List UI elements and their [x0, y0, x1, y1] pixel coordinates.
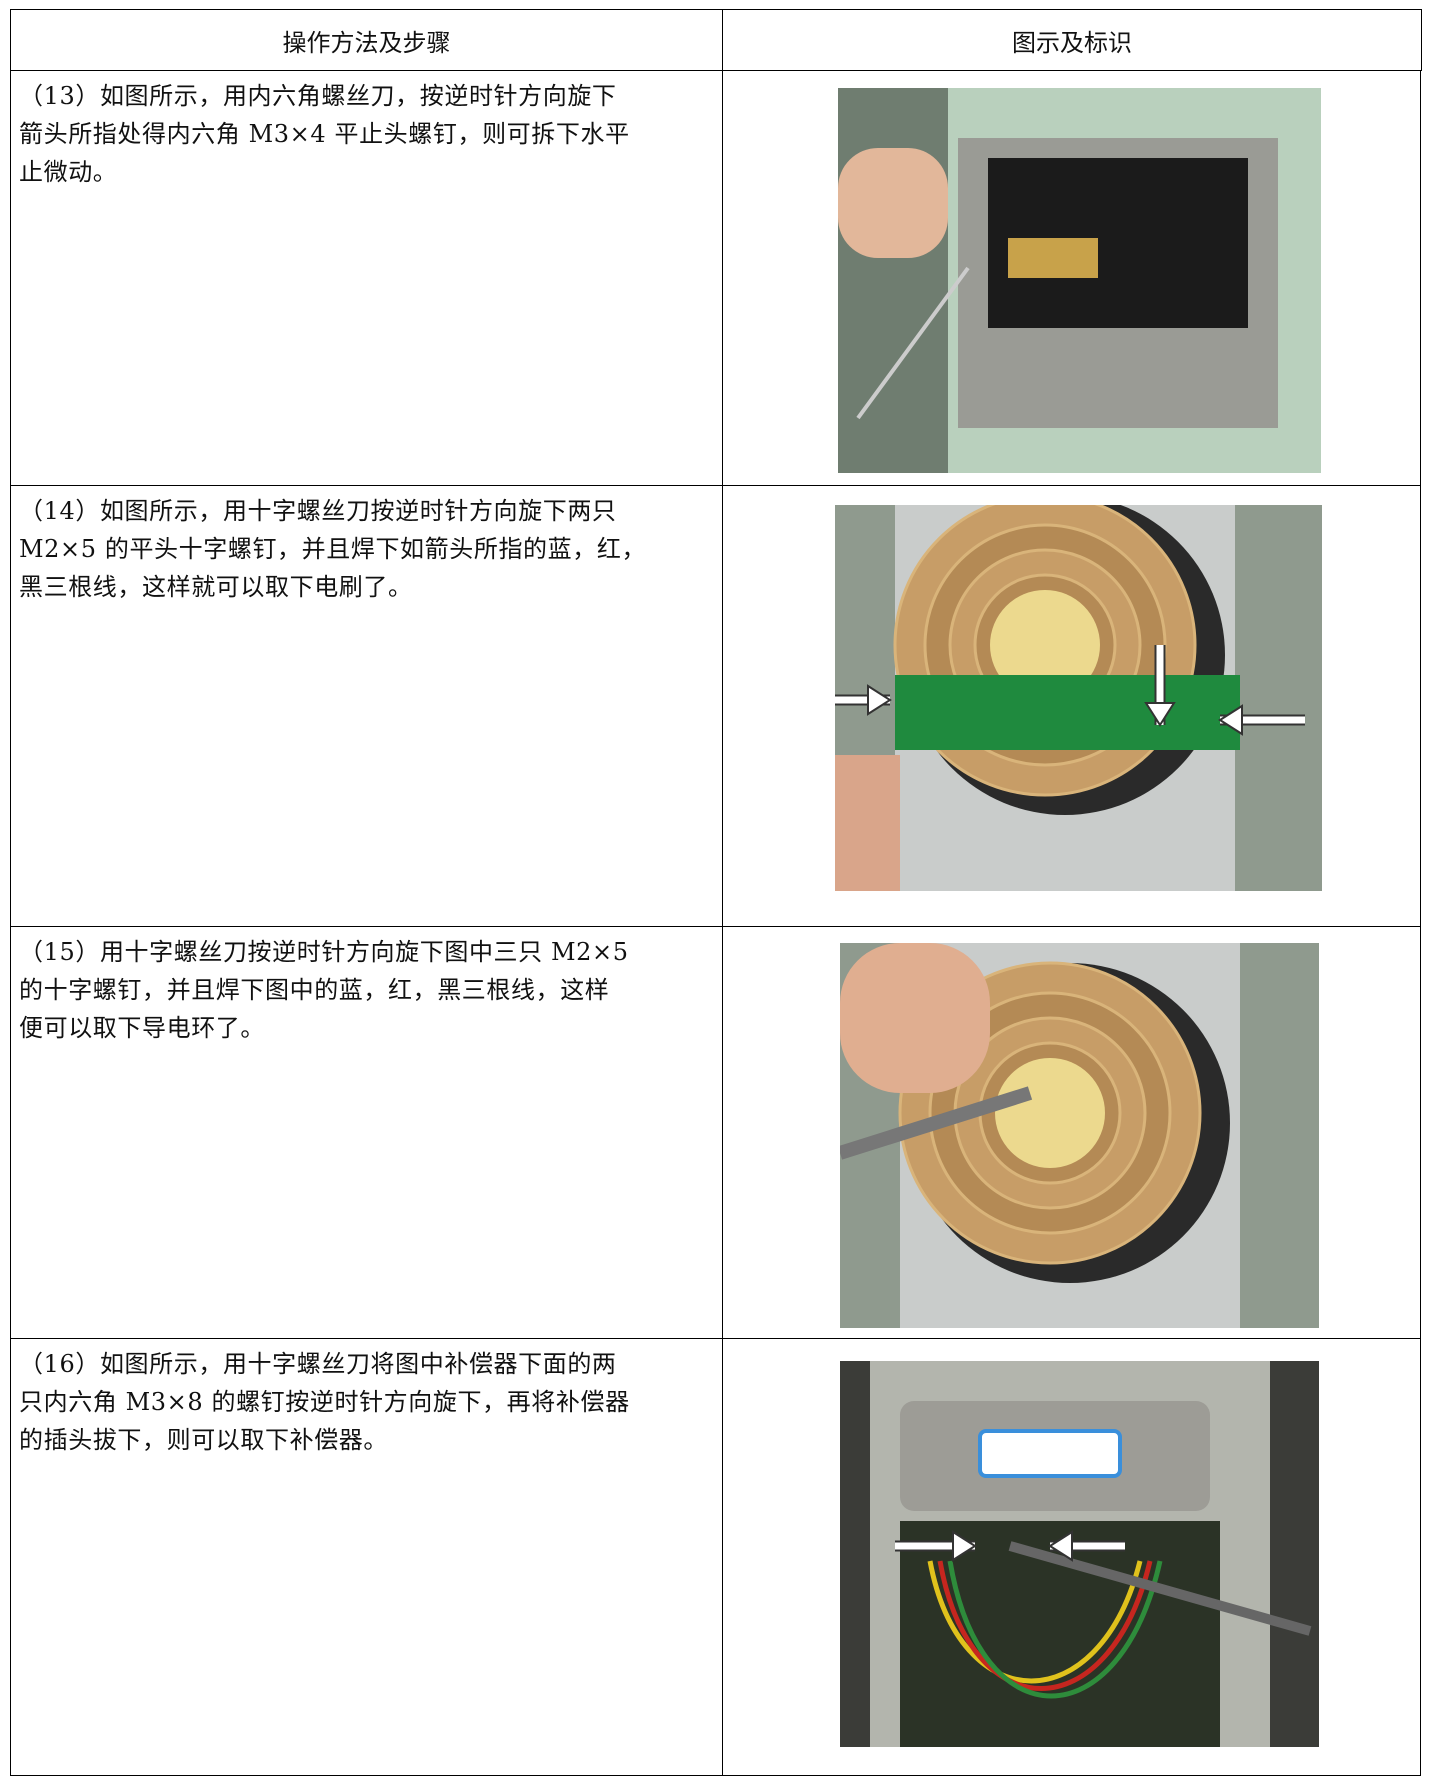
photo-shape: [995, 1058, 1105, 1168]
step-text-line: 只内六角 M3×8 的螺钉按逆时针方向旋下，再将补偿器: [19, 1388, 630, 1416]
photo: [840, 943, 1319, 1328]
arrow-head: [1218, 704, 1243, 736]
arrow-head: [952, 1530, 977, 1562]
photo-shape: [990, 590, 1100, 700]
header-cell: 操作方法及步骤: [10, 9, 723, 71]
photo-shape: [838, 148, 948, 258]
photo: [838, 88, 1321, 473]
photo-shape: [937, 1560, 1153, 1691]
photo-shape: [1008, 1541, 1312, 1636]
photo: [840, 1361, 1319, 1747]
step-text-line: M2×5 的平头十字螺钉，并且焊下如箭头所指的蓝，红，: [19, 535, 647, 563]
photo-shape: [840, 943, 990, 1093]
photo-shape: [1008, 238, 1098, 278]
header-cell: 图示及标识: [722, 9, 1422, 71]
photo-shape: [947, 1560, 1163, 1699]
arrow-head: [1048, 1530, 1073, 1562]
photo-shape: [900, 1521, 1220, 1747]
step-text-line: 的十字螺钉，并且焊下图中的蓝，红，黑三根线，这样: [19, 976, 610, 1004]
step-text-line: （13）如图所示，用内六角螺丝刀，按逆时针方向旋下: [19, 82, 617, 110]
step-text-line: 黑三根线，这样就可以取下电刷了。: [19, 573, 413, 601]
step-text-line: （15）用十字螺丝刀按逆时针方向旋下图中三只 M2×5: [19, 938, 629, 966]
step-cell: （16）如图所示，用十字螺丝刀将图中补偿器下面的两 只内六角 M3×8 的螺钉按逆…: [10, 1338, 723, 1776]
step-cell: （13）如图所示，用内六角螺丝刀，按逆时针方向旋下 箭头所指处得内六角 M3×4 …: [10, 70, 723, 486]
photo-shape: [856, 266, 970, 420]
arrow-head: [1144, 702, 1176, 727]
step-text-line: 便可以取下导电环了。: [19, 1014, 265, 1042]
photo: [835, 505, 1322, 891]
photo-shape: [927, 1560, 1143, 1684]
step-text-line: 的插头拔下，则可以取下补偿器。: [19, 1426, 388, 1454]
photo-shape: [895, 675, 1240, 750]
step-text-line: 止微动。: [19, 158, 118, 186]
step-text-line: 箭头所指处得内六角 M3×4 平止头螺钉，则可拆下水平: [19, 120, 630, 148]
step-cell: （15）用十字螺丝刀按逆时针方向旋下图中三只 M2×5 的十字螺钉，并且焊下图中的…: [10, 926, 723, 1339]
photo-shape: [978, 1429, 1122, 1478]
arrow-head: [867, 684, 892, 716]
photo-shape: [835, 755, 900, 891]
step-text-line: （14）如图所示，用十字螺丝刀按逆时针方向旋下两只: [19, 497, 617, 525]
step-cell: （14）如图所示，用十字螺丝刀按逆时针方向旋下两只 M2×5 的平头十字螺钉，并且…: [10, 485, 723, 927]
step-text-line: （16）如图所示，用十字螺丝刀将图中补偿器下面的两: [19, 1350, 617, 1378]
photo-shape: [840, 1086, 1033, 1160]
